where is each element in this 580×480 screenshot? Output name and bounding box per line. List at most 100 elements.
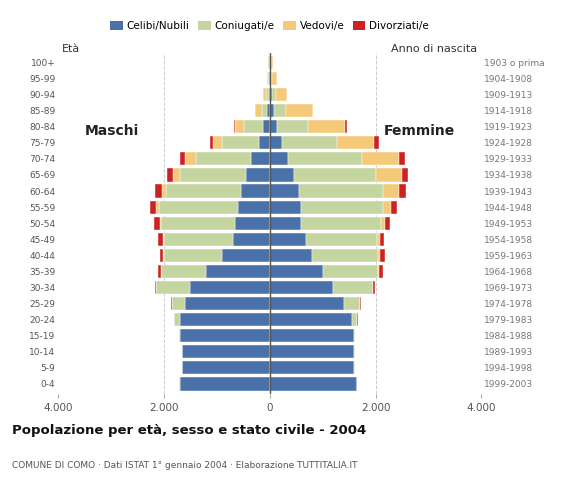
Bar bbox=[302, 201, 383, 214]
Bar bbox=[338, 136, 375, 149]
Bar bbox=[180, 329, 270, 342]
Bar bbox=[175, 313, 180, 326]
Bar bbox=[360, 297, 361, 310]
Bar bbox=[383, 184, 400, 198]
Bar bbox=[164, 233, 233, 246]
Bar bbox=[161, 216, 235, 230]
Bar bbox=[166, 184, 241, 198]
Bar bbox=[190, 281, 270, 294]
Text: Anno di nascita: Anno di nascita bbox=[391, 45, 477, 54]
Bar bbox=[276, 88, 287, 101]
Bar bbox=[270, 361, 354, 374]
Bar bbox=[234, 120, 235, 133]
Bar bbox=[333, 281, 373, 294]
Bar bbox=[244, 120, 263, 133]
Legend: Celibi/Nubili, Coniugati/e, Vedovi/e, Divorziati/e: Celibi/Nubili, Coniugati/e, Vedovi/e, Di… bbox=[106, 17, 433, 36]
Bar bbox=[270, 136, 282, 149]
Bar bbox=[377, 233, 380, 246]
Bar bbox=[400, 184, 406, 198]
Bar bbox=[270, 104, 274, 117]
Bar bbox=[277, 120, 309, 133]
Bar bbox=[266, 88, 269, 101]
Bar bbox=[241, 184, 270, 198]
Bar bbox=[383, 201, 392, 214]
Bar bbox=[160, 216, 161, 230]
Bar bbox=[270, 329, 354, 342]
Bar bbox=[299, 184, 383, 198]
Bar bbox=[161, 265, 206, 278]
Bar bbox=[385, 216, 390, 230]
Bar bbox=[270, 184, 299, 198]
Bar bbox=[268, 56, 269, 69]
Bar bbox=[354, 329, 356, 342]
Bar bbox=[380, 233, 384, 246]
Bar bbox=[306, 233, 377, 246]
Bar bbox=[270, 216, 302, 230]
Bar bbox=[270, 72, 271, 85]
Bar bbox=[376, 168, 402, 181]
Bar bbox=[259, 136, 270, 149]
Bar bbox=[222, 249, 270, 262]
Bar bbox=[155, 184, 162, 198]
Bar bbox=[185, 297, 270, 310]
Bar bbox=[270, 265, 322, 278]
Bar bbox=[180, 313, 270, 326]
Bar bbox=[274, 104, 286, 117]
Bar bbox=[238, 201, 270, 214]
Text: Età: Età bbox=[62, 45, 81, 54]
Text: COMUNE DI COMO · Dati ISTAT 1° gennaio 2004 · Elaborazione TUTTITALIA.IT: COMUNE DI COMO · Dati ISTAT 1° gennaio 2… bbox=[12, 461, 357, 470]
Bar bbox=[267, 72, 268, 85]
Bar bbox=[270, 345, 354, 359]
Bar bbox=[269, 88, 270, 101]
Bar bbox=[392, 201, 397, 214]
Bar bbox=[272, 88, 276, 101]
Bar bbox=[312, 249, 378, 262]
Bar bbox=[271, 56, 273, 69]
Bar bbox=[158, 265, 161, 278]
Bar bbox=[375, 136, 379, 149]
Bar bbox=[270, 88, 272, 101]
Bar bbox=[150, 201, 156, 214]
Bar bbox=[322, 265, 378, 278]
Bar bbox=[270, 249, 312, 262]
Bar bbox=[267, 104, 270, 117]
Bar bbox=[378, 265, 379, 278]
Text: Femmine: Femmine bbox=[384, 124, 455, 138]
Bar bbox=[286, 104, 313, 117]
Bar bbox=[158, 201, 238, 214]
Bar bbox=[345, 120, 347, 133]
Bar bbox=[402, 168, 408, 181]
Text: Maschi: Maschi bbox=[85, 124, 139, 138]
Bar bbox=[206, 265, 270, 278]
Bar bbox=[195, 152, 251, 166]
Bar bbox=[251, 152, 270, 166]
Bar bbox=[156, 201, 158, 214]
Bar bbox=[255, 104, 262, 117]
Bar bbox=[180, 377, 270, 391]
Bar bbox=[180, 152, 185, 166]
Bar bbox=[270, 168, 293, 181]
Bar bbox=[262, 104, 267, 117]
Bar bbox=[380, 249, 385, 262]
Bar bbox=[263, 120, 270, 133]
Bar bbox=[282, 136, 338, 149]
Bar bbox=[235, 120, 244, 133]
Bar bbox=[158, 233, 163, 246]
Text: Popolazione per età, sesso e stato civile - 2004: Popolazione per età, sesso e stato civil… bbox=[12, 424, 366, 437]
Bar bbox=[163, 249, 164, 262]
Bar bbox=[374, 281, 375, 294]
Bar bbox=[235, 216, 270, 230]
Bar bbox=[179, 329, 180, 342]
Bar bbox=[270, 281, 333, 294]
Bar bbox=[182, 361, 270, 374]
Bar bbox=[351, 313, 357, 326]
Bar bbox=[180, 168, 246, 181]
Bar bbox=[288, 152, 362, 166]
Bar bbox=[160, 249, 163, 262]
Bar bbox=[270, 120, 277, 133]
Bar bbox=[172, 297, 185, 310]
Bar bbox=[270, 377, 357, 391]
Bar bbox=[270, 152, 288, 166]
Bar bbox=[263, 88, 266, 101]
Bar bbox=[302, 216, 381, 230]
